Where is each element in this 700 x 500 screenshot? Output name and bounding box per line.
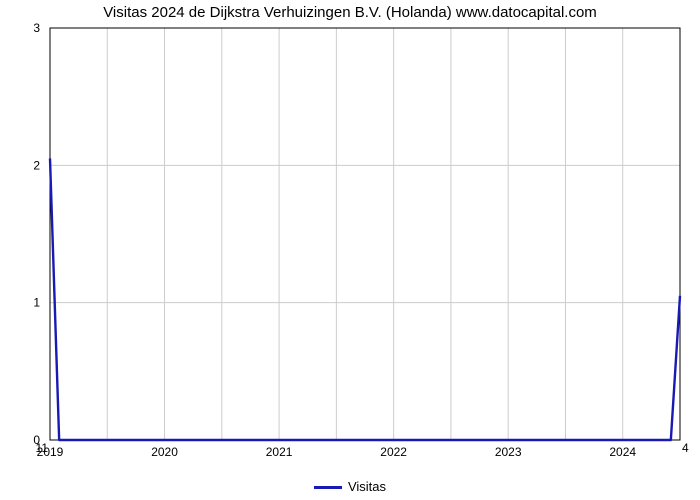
legend: Visitas bbox=[0, 479, 700, 494]
extra-label: 11 bbox=[36, 441, 49, 455]
legend-label: Visitas bbox=[348, 479, 386, 494]
y-tick-label: 2 bbox=[33, 158, 40, 172]
x-tick-label: 2023 bbox=[495, 445, 522, 459]
chart-svg: 2019202020212022202320240123114 bbox=[0, 0, 700, 500]
y-tick-label: 1 bbox=[33, 296, 40, 310]
x-tick-label: 2021 bbox=[266, 445, 293, 459]
x-tick-label: 2022 bbox=[380, 445, 407, 459]
x-tick-label: 2020 bbox=[151, 445, 178, 459]
x-tick-label: 2024 bbox=[609, 445, 636, 459]
series-line bbox=[50, 158, 680, 440]
y-tick-label: 3 bbox=[33, 21, 40, 35]
plot-border bbox=[50, 28, 680, 440]
legend-swatch bbox=[314, 486, 342, 489]
extra-label: 4 bbox=[682, 441, 689, 455]
